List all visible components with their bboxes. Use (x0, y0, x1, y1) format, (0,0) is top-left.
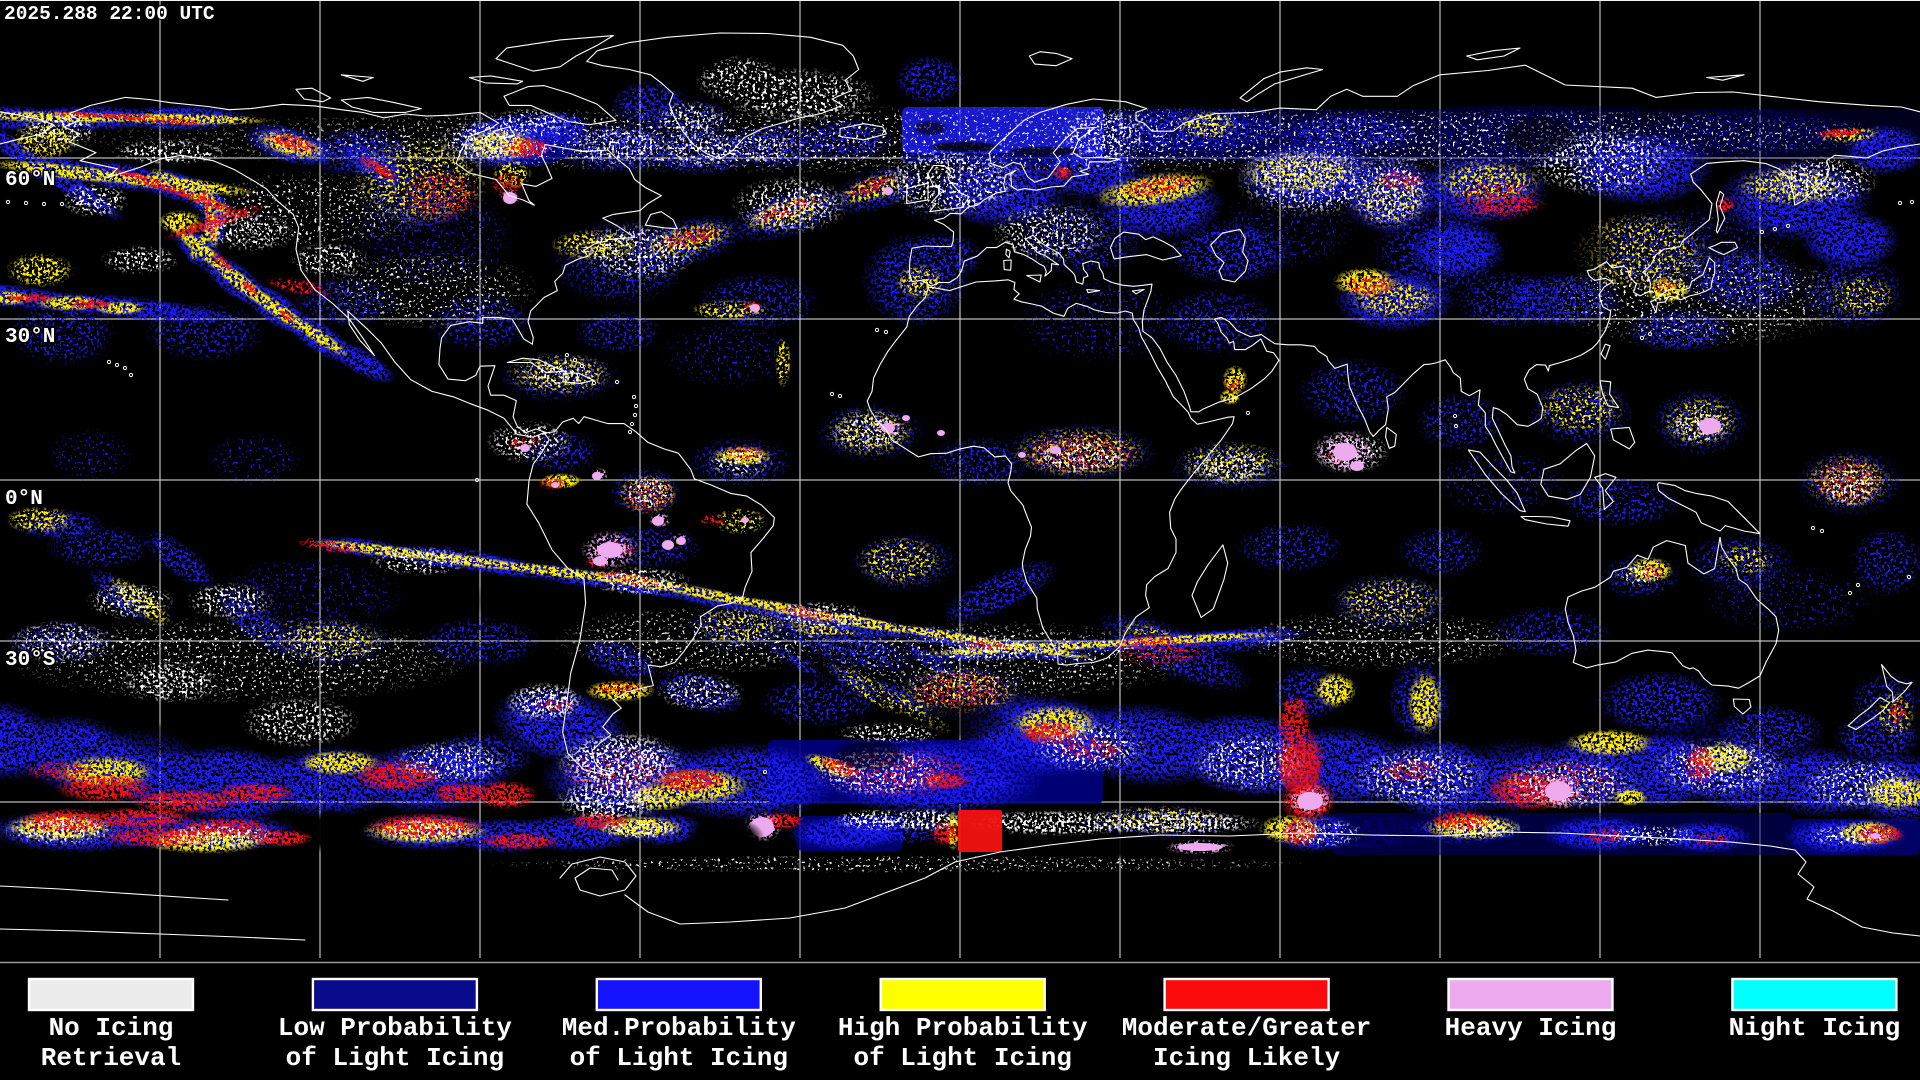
svg-text:60°N: 60°N (5, 169, 55, 192)
svg-text:2025.288 22:00 UTC: 2025.288 22:00 UTC (4, 3, 215, 25)
svg-text:No Icing: No Icing (49, 1013, 174, 1043)
svg-text:Icing Likely: Icing Likely (1153, 1043, 1341, 1073)
svg-text:Low Probability: Low Probability (278, 1013, 512, 1043)
svg-text:High Probability: High Probability (838, 1013, 1088, 1043)
svg-text:of Light Icing: of Light Icing (570, 1043, 788, 1073)
svg-text:0°N: 0°N (5, 488, 43, 511)
svg-text:of Light Icing: of Light Icing (286, 1043, 504, 1073)
svg-text:Night Icing: Night Icing (1729, 1013, 1901, 1043)
svg-text:Heavy Icing: Heavy Icing (1445, 1013, 1617, 1043)
svg-text:30°N: 30°N (5, 326, 55, 349)
svg-text:Moderate/Greater: Moderate/Greater (1122, 1013, 1372, 1043)
svg-text:Retrieval: Retrieval (41, 1043, 181, 1073)
svg-text:30°S: 30°S (5, 649, 55, 672)
svg-text:Med.Probability: Med.Probability (562, 1013, 796, 1043)
svg-text:of Light Icing: of Light Icing (853, 1043, 1071, 1073)
